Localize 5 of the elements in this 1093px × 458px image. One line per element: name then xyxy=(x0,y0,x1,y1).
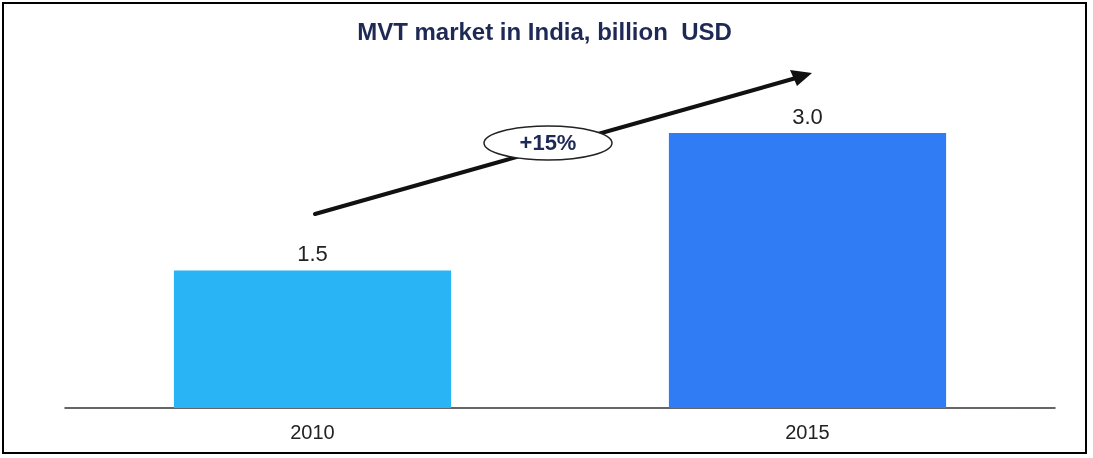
data-label: 3.0 xyxy=(792,103,823,129)
chart-title: MVT market in India, billion USD xyxy=(357,17,732,45)
x-tick-label: 2015 xyxy=(785,421,830,443)
data-label: 1.5 xyxy=(297,241,328,266)
x-tick-label: 2010 xyxy=(290,421,335,443)
